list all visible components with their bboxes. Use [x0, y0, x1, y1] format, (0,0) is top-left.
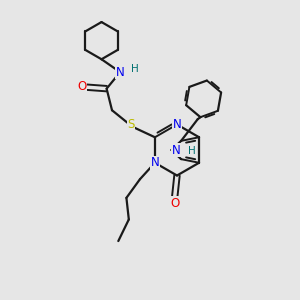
Text: H: H — [188, 146, 196, 157]
Text: N: N — [151, 156, 159, 169]
Text: N: N — [172, 118, 182, 131]
Text: O: O — [77, 80, 86, 93]
Text: N: N — [116, 66, 124, 79]
Text: S: S — [127, 118, 135, 131]
Text: O: O — [170, 197, 179, 210]
Text: H: H — [130, 64, 138, 74]
Text: N: N — [172, 143, 180, 157]
